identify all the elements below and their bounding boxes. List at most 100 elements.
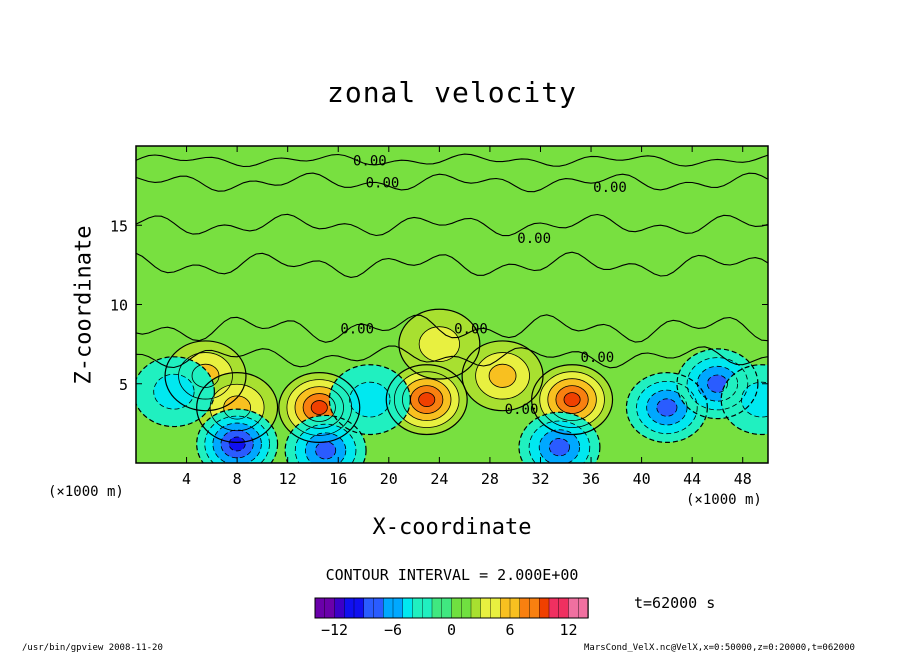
x-tick-label-32: 32 <box>531 470 549 488</box>
colorbar-bin-10 <box>412 597 423 619</box>
zero-contour-2 <box>136 213 768 237</box>
colorbar-bin-26 <box>568 597 579 619</box>
x-tick-label-24: 24 <box>430 470 448 488</box>
contour-interval: CONTOUR INTERVAL = 2.000E+00 <box>325 566 579 584</box>
contour-max-4-1 <box>475 352 530 400</box>
colorbar-bin-15 <box>461 597 472 619</box>
x-tick-label-40: 40 <box>633 470 651 488</box>
contour-min-10-0 <box>328 364 411 436</box>
contour-max-1-2 <box>223 395 252 420</box>
contour-min-9-0 <box>136 356 215 428</box>
field-max-5-level-4 <box>563 392 581 407</box>
colorbar-bin-13 <box>441 597 453 619</box>
contour-max-5-0 <box>531 364 614 436</box>
colorbar-bin-11 <box>422 597 433 619</box>
colorbar-bin-27 <box>578 597 589 619</box>
colorbar-bin-12 <box>431 597 443 619</box>
colorbar-bin-19 <box>500 597 511 619</box>
x-tick-label-20: 20 <box>380 470 398 488</box>
x-tick-label-12: 12 <box>279 470 297 488</box>
colorbar-tick-label-6: 6 <box>505 621 514 639</box>
contour-max-2-0 <box>278 372 361 443</box>
colorbar-tick-label-12: 12 <box>559 621 577 639</box>
contour-min-13-1 <box>686 357 749 411</box>
contour-min-8-3 <box>315 441 337 460</box>
footer-left: /usr/bin/gpview 2008-11-20 <box>22 643 163 653</box>
colorbar-bin-24 <box>548 597 560 619</box>
field-min-7-level-4 <box>229 437 246 451</box>
contour-min-8-0 <box>284 414 367 463</box>
contour-min-13-0 <box>676 348 759 420</box>
contour-min-11-1 <box>528 420 591 463</box>
contour-label-7: 0.00 <box>505 402 539 418</box>
contour-max-5-3 <box>555 385 589 414</box>
contour-max-3-0 <box>385 364 468 436</box>
contour-min-13-2 <box>696 365 739 402</box>
y-axis-label: Z-coordinate <box>71 225 97 385</box>
colorbar-bin-6 <box>373 597 384 619</box>
contour-min-8-2 <box>304 432 347 463</box>
contour-max-6-1 <box>418 326 460 362</box>
colorbar-tick-label-0: 0 <box>447 621 456 639</box>
contour-max-2-2 <box>294 386 344 429</box>
colorbar-bin-0 <box>314 597 326 619</box>
contour-max-0-0 <box>164 340 247 412</box>
zero-contour-5 <box>136 345 768 369</box>
field-min-12-level-3 <box>656 398 677 417</box>
zero-contour-4 <box>136 314 768 343</box>
x-tick-label-44: 44 <box>683 470 701 488</box>
colorbar-frame <box>314 597 589 619</box>
colorbar-bin-18 <box>490 597 501 619</box>
colorbar-tick-label--6: −6 <box>384 621 402 639</box>
field-min-11-level-3 <box>549 438 570 456</box>
contour-label-4: 0.00 <box>340 321 374 337</box>
zero-contour-0 <box>136 153 768 168</box>
contour-max-5-1 <box>539 371 605 428</box>
contour-max-1-0 <box>196 372 279 443</box>
field-max-4-level-2 <box>489 364 517 388</box>
colorbar-bin-3 <box>344 597 355 619</box>
contour-min-14-0 <box>720 364 768 436</box>
colorbar-bin-2 <box>334 597 345 619</box>
colorbar: −12 −6 0 6 12 <box>314 597 589 639</box>
x-axis-label: X-coordinate <box>372 515 532 540</box>
colorbar-bin-23 <box>539 597 550 619</box>
contour-max-2-4 <box>310 400 328 415</box>
contour-label-0: 0.00 <box>353 153 387 169</box>
y-tick-label-10: 10 <box>110 297 128 315</box>
contour-min-10-1 <box>349 381 391 418</box>
contour-label-3: 0.00 <box>517 231 551 247</box>
contour-max-3-1 <box>393 371 460 428</box>
colorbar-bin-16 <box>470 597 482 619</box>
colorbar-bin-20 <box>509 597 521 619</box>
contour-labels: 0.00 0.00 0.00 0.00 0.00 0.00 0.00 0.00 <box>340 153 627 418</box>
contour-min-11-3 <box>548 438 570 457</box>
x-tick-label-16: 16 <box>329 470 347 488</box>
contour-max-2-3 <box>302 393 336 422</box>
contour-label-5: 0.00 <box>454 321 488 337</box>
chart-title: zonal velocity <box>326 76 577 109</box>
contour-label-1: 0.00 <box>366 175 400 191</box>
contour-max-3-2 <box>402 378 452 421</box>
colorbar-bin-22 <box>529 597 540 619</box>
colorbar-bin-7 <box>383 597 394 619</box>
contour-min-7-0 <box>196 408 279 463</box>
colorbar-bin-1 <box>324 597 336 619</box>
contour-max-4-2 <box>488 363 517 388</box>
contour-lines <box>136 153 768 463</box>
contour-max-5-4 <box>563 392 581 407</box>
contour-min-11-2 <box>538 429 581 463</box>
y-axis-unit: (×1000 m) <box>48 484 124 500</box>
contour-min-12-1 <box>636 380 698 435</box>
y-tick-label-15: 15 <box>110 217 128 235</box>
field-max-3-level-4 <box>418 392 435 407</box>
x-tick-label-4: 4 <box>182 470 191 488</box>
contour-max-6-0 <box>398 308 481 380</box>
x-tick-label-48: 48 <box>734 470 752 488</box>
contour-min-7-1 <box>204 415 270 463</box>
field-min-13-level-3 <box>707 375 728 393</box>
contour-min-14-1 <box>741 381 768 418</box>
x-axis-unit: (×1000 m) <box>686 492 762 508</box>
field-min-9-level-1 <box>153 374 195 410</box>
